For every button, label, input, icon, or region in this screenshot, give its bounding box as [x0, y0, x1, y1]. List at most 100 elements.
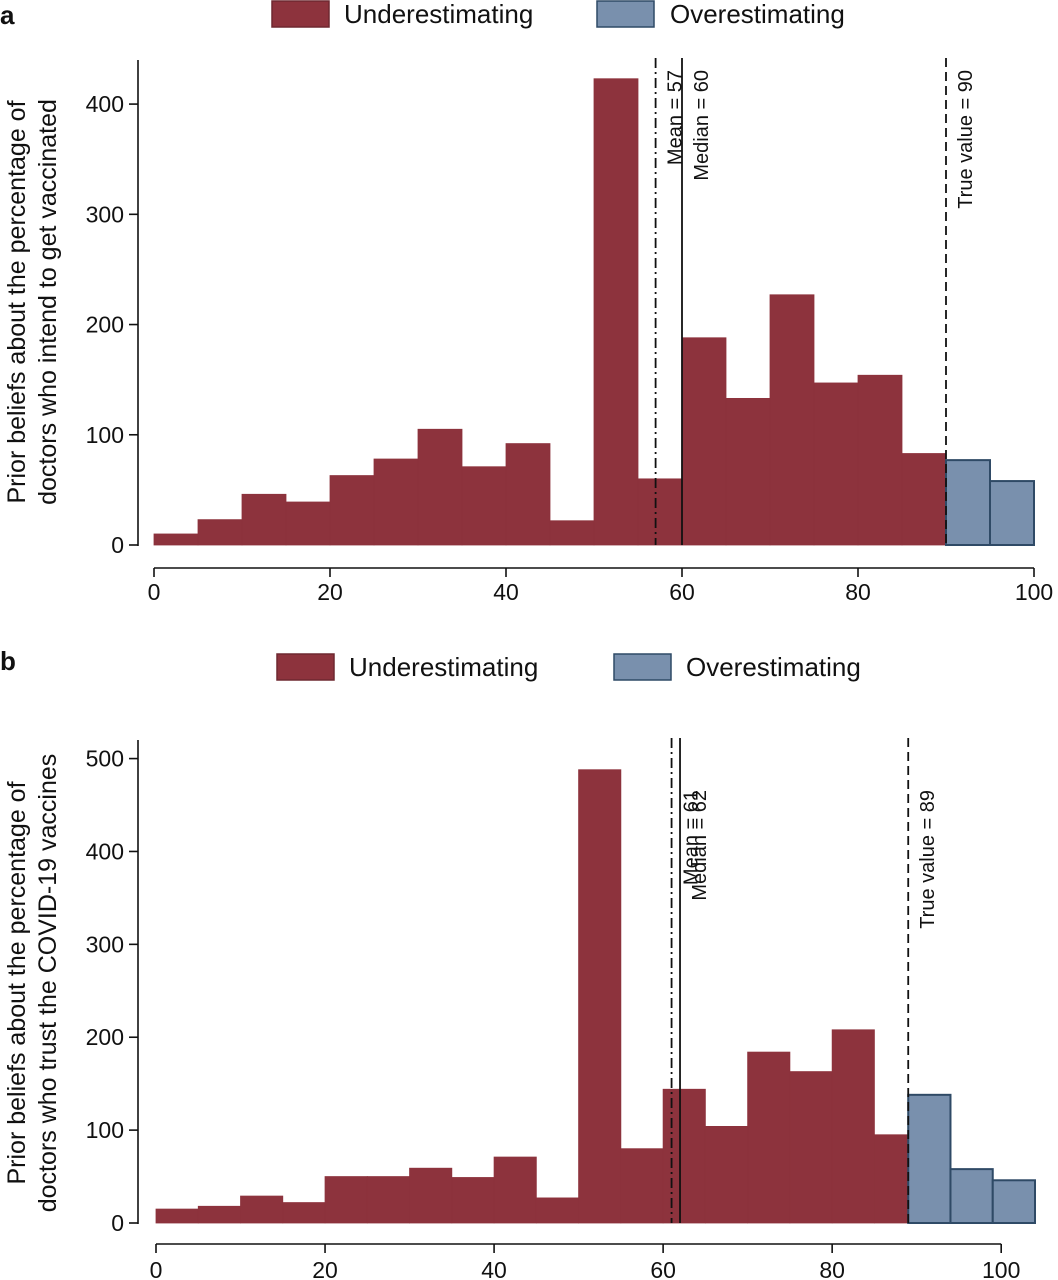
panel-b-x-tick-label-0: 0: [150, 1257, 163, 1280]
panel-b-bar-8: [493, 1156, 537, 1224]
panel-b-bar-2: [240, 1195, 284, 1224]
panel-a-x-tick-label-4: 80: [845, 579, 871, 605]
panel-b-x-tick-label-5: 100: [982, 1257, 1020, 1280]
panel-b-bars: [155, 769, 1036, 1225]
panel-b: b Underestimating Overestimating Prior b…: [0, 646, 1036, 1280]
panel-b-x-tick-label-3: 60: [650, 1257, 676, 1280]
panel-a-bar-13: [725, 397, 771, 546]
panel-a-ylabel-line2: doctors who intend to get vaccinated: [34, 99, 62, 505]
panel-b-ylabel-line2: doctors who trust the COVID-19 vaccines: [34, 754, 62, 1213]
panel-a-x-tick-label-0: 0: [148, 579, 161, 605]
panel-a-bar-11: [637, 478, 683, 546]
panel-b-bar-15: [789, 1071, 833, 1224]
panel-a-y-tick-label-4: 400: [86, 91, 124, 117]
panel-a-y-axis-title: Prior beliefs about the percentage of do…: [3, 99, 62, 505]
panel-a-y-tick-label-0: 0: [111, 532, 124, 558]
panel-b-letter: b: [0, 646, 16, 676]
panel-a-x-tick-label-3: 60: [669, 579, 695, 605]
panel-b-x-tick-label-2: 40: [481, 1257, 507, 1280]
panel-b-bar-20: [991, 1179, 1036, 1224]
panel-b-bar-1: [197, 1205, 241, 1224]
panel-a-x-tick-label-1: 20: [317, 579, 343, 605]
panel-b-y-axis-title: Prior beliefs about the percentage of do…: [3, 754, 62, 1213]
panel-b-bar-10: [578, 769, 622, 1224]
panel-b-bar-4: [324, 1176, 368, 1224]
panel-a-bar-0: [153, 533, 199, 546]
panel-b-legend-over-label: Overestimating: [686, 652, 861, 682]
panel-a-bar-10: [593, 78, 639, 546]
panel-a-bar-18: [945, 459, 991, 546]
panel-b-bar-3: [282, 1202, 326, 1224]
panel-b-y-tick-label-3: 300: [86, 931, 124, 957]
panel-a-ref-label-2: True value = 90: [955, 70, 977, 209]
panel-b-bar-16: [831, 1029, 875, 1224]
panel-a-bar-2: [241, 493, 287, 546]
panel-b-legend: Underestimating Overestimating: [276, 652, 861, 682]
panel-a-bar-15: [813, 382, 859, 546]
panel-b-bar-14: [747, 1051, 791, 1224]
panel-b-y-tick-label-0: 0: [111, 1210, 124, 1236]
panel-b-legend-over-swatch: [613, 653, 672, 681]
panel-a-ylabel-line1: Prior beliefs about the percentage of: [3, 100, 31, 503]
panel-b-y-axis: 0 100 200 300 400 500: [86, 740, 139, 1236]
panel-a-y-axis: 0 100 200 300 400: [86, 60, 139, 558]
panel-b-bar-11: [620, 1148, 664, 1224]
panel-b-y-tick-label-1: 100: [86, 1117, 124, 1143]
panel-b-bar-9: [535, 1197, 579, 1224]
panel-a-x-axis: 0 20 40 60 80 100: [148, 567, 1053, 605]
panel-a-x-tick-label-2: 40: [493, 579, 519, 605]
panel-a-bar-7: [461, 466, 507, 546]
panel-b-x-tick-label-1: 20: [312, 1257, 338, 1280]
panel-b-y-tick-label-2: 200: [86, 1024, 124, 1050]
panel-b-bar-5: [366, 1176, 410, 1224]
panel-b-bar-6: [409, 1167, 453, 1224]
panel-b-bar-0: [155, 1208, 199, 1224]
panel-a-bar-5: [373, 458, 419, 546]
panel-a-bars: [153, 78, 1035, 546]
panel-b-x-axis: 0 20 40 60 80 100: [150, 1243, 1020, 1280]
panel-a-bar-3: [285, 501, 331, 546]
panel-a-reference-lines: Mean = 57 Median = 60 True value = 90: [654, 58, 977, 545]
panel-a-bar-4: [329, 475, 375, 546]
panel-a-bar-9: [549, 520, 595, 546]
panel-a-x-tick-label-5: 100: [1015, 579, 1053, 605]
panel-a-bar-12: [681, 337, 727, 546]
panel-a-legend-under-label: Underestimating: [344, 0, 533, 29]
panel-b-bar-13: [704, 1126, 749, 1224]
panel-b-y-tick-label-5: 500: [86, 746, 124, 772]
panel-b-bar-18: [907, 1093, 952, 1224]
panel-b-x-tick-label-4: 80: [819, 1257, 845, 1280]
panel-a-plot: Mean = 57 Median = 60 True value = 90 0 100 2…: [86, 58, 1053, 605]
panel-a-bar-19: [989, 480, 1035, 546]
panel-b-ref-label-0: Mean = 61: [681, 790, 703, 885]
panel-a-bar-1: [197, 519, 243, 546]
panel-a-legend-over-label: Overestimating: [670, 0, 845, 29]
panel-a-y-tick-label-2: 200: [86, 312, 124, 338]
panel-a-y-tick-label-1: 100: [86, 422, 124, 448]
panel-b-bar-19: [949, 1168, 994, 1225]
panel-b-ref-label-1: Median = 62: [689, 790, 711, 901]
panel-a-bar-14: [769, 294, 815, 546]
panel-a-bar-16: [857, 374, 903, 546]
panel-b-bar-7: [451, 1177, 495, 1224]
panel-b-bar-12: [662, 1088, 706, 1224]
panel-a-ref-label-1: Median = 60: [691, 70, 713, 181]
panel-b-ylabel-line1: Prior beliefs about the percentage of: [3, 781, 31, 1184]
panel-a-legend-over-swatch: [596, 0, 655, 28]
panel-a-letter: a: [0, 0, 15, 30]
panel-a-bar-6: [417, 428, 463, 546]
panel-b-legend-under-label: Underestimating: [349, 652, 538, 682]
panel-a-legend-under-swatch: [271, 0, 330, 28]
panel-a: a Underestimating Overestimating Prior b…: [0, 0, 1053, 605]
panel-b-legend-under-swatch: [276, 653, 335, 681]
panel-a-bar-8: [505, 443, 551, 546]
panel-a-legend: Underestimating Overestimating: [271, 0, 845, 29]
panel-b-ref-label-2: True value = 89: [917, 790, 939, 929]
panel-a-bar-17: [901, 453, 947, 546]
panel-a-y-tick-label-3: 300: [86, 201, 124, 227]
panel-a-ref-label-0: Mean = 57: [665, 70, 687, 165]
panel-b-y-tick-label-4: 400: [86, 838, 124, 864]
